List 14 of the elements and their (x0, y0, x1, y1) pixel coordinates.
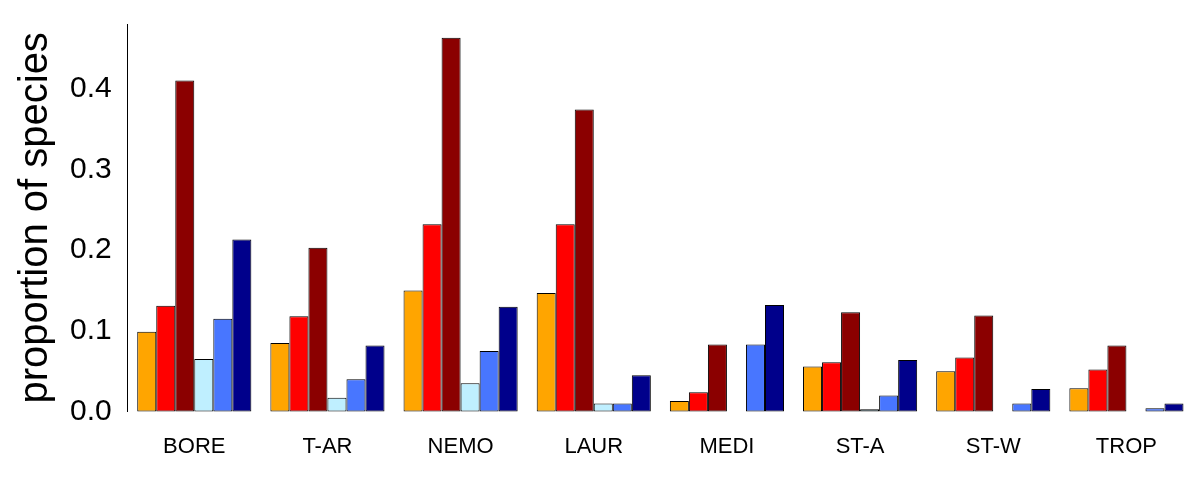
x-tick-label: NEMO (427, 432, 494, 458)
y-tick-label: 0.2 (69, 231, 112, 265)
x-tick-label: T-AR (302, 432, 353, 458)
y-axis-title: proportion of species (11, 32, 56, 404)
x-tick-label: ST-A (835, 432, 885, 458)
y-tick-label: 0.1 (69, 312, 112, 346)
y-tick-label: 0.4 (69, 69, 112, 103)
x-tick-label: BORE (163, 432, 226, 458)
x-tick-label: LAUR (564, 432, 624, 458)
x-tick-label: TROP (1095, 432, 1157, 458)
y-tick-label: 0.3 (69, 150, 112, 184)
x-tick-label: MEDI (699, 432, 755, 458)
y-tick-label: 0.0 (69, 392, 112, 426)
x-tick-label: ST-W (965, 432, 1021, 458)
